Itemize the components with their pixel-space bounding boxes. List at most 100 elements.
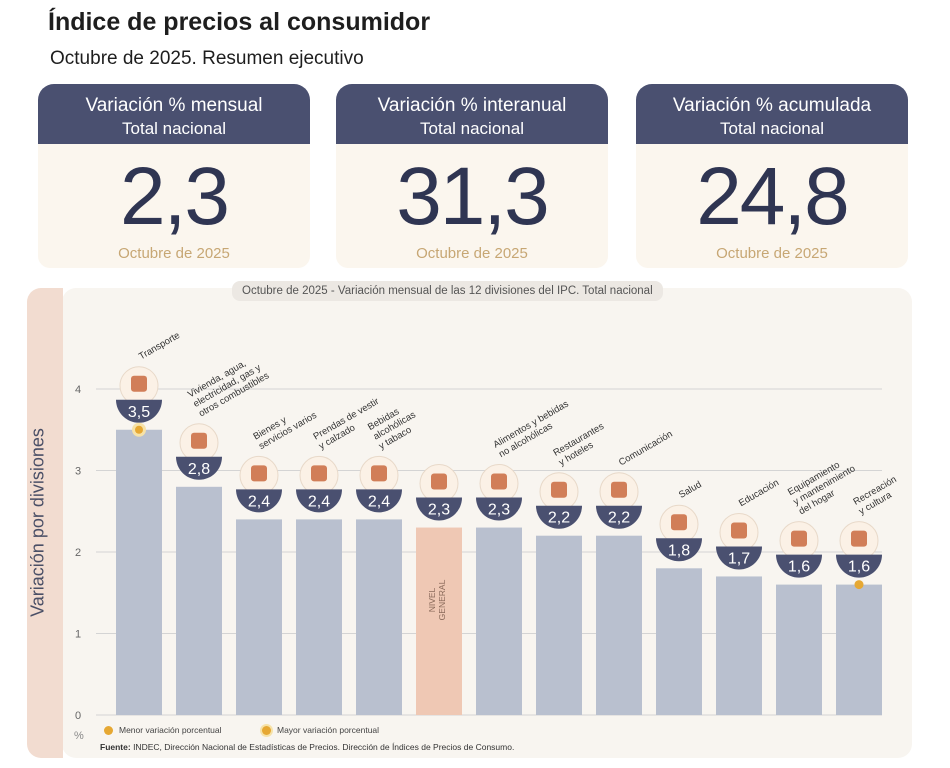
card-label: Variación % mensual — [85, 95, 263, 116]
general-bar — [416, 527, 462, 715]
value-label: 2,4 — [368, 493, 390, 510]
category-label: Vivienda, agua,electricidad, gas yotros … — [186, 351, 271, 419]
card-value: 24,8 — [696, 151, 850, 242]
card-period: Octubre de 2025 — [716, 245, 828, 262]
bottles-icon-glyph — [371, 465, 387, 482]
bar — [296, 519, 342, 715]
chicken-icon-glyph — [491, 473, 507, 490]
value-label: 2,8 — [188, 461, 210, 478]
y-tick-label: 3 — [75, 466, 81, 478]
card-header: Variación % interanual Total nacional — [336, 84, 608, 144]
legend-min-dot — [104, 726, 113, 736]
value-label: 2,2 — [608, 510, 630, 527]
category-label: Salud — [677, 479, 704, 501]
card-label: Variación % interanual — [377, 95, 567, 116]
min-marker — [854, 580, 864, 590]
value-badge — [176, 456, 222, 480]
bar — [116, 429, 162, 715]
general-label-line: NIVEL — [427, 587, 437, 612]
value-badge — [836, 554, 882, 578]
value-label: 2,2 — [548, 510, 570, 527]
value-badge — [536, 505, 582, 529]
category-label-line: Transporte — [137, 330, 182, 362]
category-label-line: Comunicación — [617, 429, 675, 469]
category-label: Educación — [737, 477, 781, 509]
card-sublabel: Total nacional — [420, 119, 524, 138]
source-prefix: Fuente: — [100, 742, 131, 752]
category-label: Bienes yservicios varios — [252, 400, 319, 452]
page-title: Índice de precios al consumidor — [48, 8, 431, 36]
umbrella-icon-glyph — [851, 530, 867, 547]
shopping-basket-icon-glyph — [431, 473, 447, 490]
card-body: 31,3 Octubre de 2025 — [336, 144, 608, 268]
legend-max-label: Mayor variación porcentual — [277, 725, 380, 735]
category-label: Bebidasalcohólicasy tabaco — [366, 400, 423, 452]
y-tick-label: 2 — [75, 547, 81, 559]
bar — [476, 527, 522, 715]
bar — [176, 486, 222, 715]
y-tick-label: 4 — [75, 384, 81, 396]
value-badge — [776, 554, 822, 578]
chart-title: Octubre de 2025 - Variación mensual de l… — [232, 281, 663, 301]
card-yearly: Variación % interanual Total nacional 31… — [336, 84, 608, 268]
general-label: NIVELGENERAL — [427, 579, 447, 620]
y-tick-label: 1 — [75, 629, 81, 641]
chart-title-separator: - — [327, 285, 338, 297]
bar — [596, 535, 642, 715]
value-badge — [656, 538, 702, 562]
value-badge — [296, 489, 342, 513]
value-badge — [716, 546, 762, 570]
bar — [836, 584, 882, 715]
legend-min: Menor variación porcentual — [104, 725, 222, 736]
card-sublabel: Total nacional — [122, 119, 226, 138]
value-badge — [476, 497, 522, 521]
category-label: Equipamientoy mantenimientodel hogar — [786, 454, 863, 517]
furniture-icon-glyph — [791, 530, 807, 547]
category-label: Comunicación — [617, 429, 675, 469]
y-axis-band — [27, 288, 63, 758]
value-label: 2,4 — [248, 493, 270, 510]
y-axis-unit: % — [74, 730, 84, 742]
chart-title-text: Variación mensual de las 12 divisiones d… — [337, 285, 653, 297]
card-period: Octubre de 2025 — [118, 245, 230, 262]
bar — [656, 568, 702, 715]
general-label-line: GENERAL — [437, 579, 447, 620]
page-subtitle: Octubre de 2025. Resumen ejecutivo — [50, 48, 364, 69]
legend-min-label: Menor variación porcentual — [119, 725, 222, 735]
card-header: Variación % mensual Total nacional — [38, 84, 310, 144]
value-label: 1,8 — [668, 542, 690, 559]
legend-max-dot — [262, 726, 271, 736]
notebook-icon-glyph — [731, 522, 747, 539]
value-label: 2,3 — [488, 502, 510, 519]
source-text: INDEC, Dirección Nacional de Estadística… — [130, 742, 515, 752]
value-label: 1,6 — [788, 559, 810, 576]
card-period: Octubre de 2025 — [416, 245, 528, 262]
value-label: 2,4 — [308, 493, 330, 510]
card-label: Variación % acumulada — [672, 95, 872, 116]
card-monthly: Variación % mensual Total nacional 2,3 O… — [38, 84, 310, 268]
smartphone-icon-glyph — [611, 481, 627, 498]
card-value: 31,3 — [396, 151, 550, 242]
value-badge — [416, 497, 462, 521]
bar — [536, 535, 582, 715]
value-label: 2,3 — [428, 502, 450, 519]
tools-lightbulb-icon-glyph — [191, 432, 207, 449]
bar — [236, 519, 282, 715]
value-badge — [596, 505, 642, 529]
category-label: Restaurantesy hoteles — [552, 421, 612, 468]
max-marker — [135, 425, 143, 434]
value-label: 3,5 — [128, 404, 150, 421]
card-sublabel: Total nacional — [720, 119, 824, 138]
card-value: 2,3 — [120, 151, 230, 242]
cutlery-icon-glyph — [551, 481, 567, 498]
bar — [356, 519, 402, 715]
first-aid-icon-glyph — [671, 514, 687, 531]
value-badge — [236, 489, 282, 513]
bus-icon-glyph — [131, 375, 147, 392]
card-header: Variación % acumulada Total nacional — [636, 84, 908, 144]
category-label: Transporte — [137, 330, 182, 362]
bar — [716, 576, 762, 715]
source-note: Fuente: INDEC, Dirección Nacional de Est… — [100, 742, 514, 752]
card-body: 2,3 Octubre de 2025 — [38, 144, 310, 268]
category-label-line: Educación — [737, 477, 781, 509]
